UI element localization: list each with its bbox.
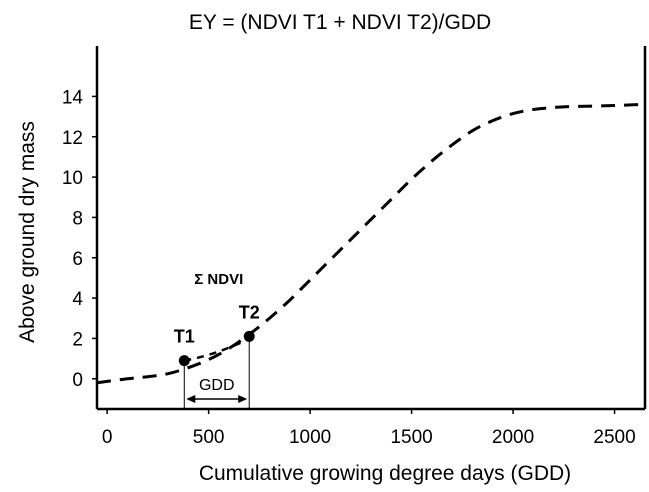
x-tick-label: 2000 — [492, 427, 534, 448]
growth-curve-series — [96, 102, 641, 385]
x-tick-label: 0 — [102, 427, 113, 448]
plot-area — [95, 46, 647, 411]
x-tick-label: 1000 — [289, 427, 331, 448]
x-tick-labels: 0 500 1000 1500 2000 2500 — [102, 409, 636, 448]
y-tick-label: 14 — [62, 87, 84, 108]
y-tick-label: 4 — [72, 289, 83, 310]
point-label-t2: T2 — [239, 302, 260, 322]
x-tick-label: 500 — [193, 427, 225, 448]
y-axis-title: Above ground dry mass — [16, 121, 39, 343]
y-tick-label: 0 — [72, 370, 83, 391]
gdd-span-label: GDD — [199, 377, 235, 394]
point-label-t1: T1 — [174, 327, 195, 347]
x-axis-title: Cumulative growing degree days (GDD) — [199, 462, 571, 485]
y-tick-label: 6 — [72, 249, 83, 270]
point-t1 — [178, 355, 190, 367]
y-tick-labels: 0 2 4 6 8 10 12 14 — [62, 87, 97, 391]
chart-title: EY = (NDVI T1 + NDVI T2)/GDD — [189, 11, 491, 34]
sum-ndvi-label: Σ NDVI — [194, 271, 243, 288]
y-tick-label: 12 — [62, 128, 83, 149]
x-tick-label: 1500 — [390, 427, 432, 448]
y-tick-label: 2 — [72, 329, 83, 350]
y-tick-label: 10 — [62, 168, 83, 189]
annotation-layer: GDD Σ NDVI — [183, 271, 250, 409]
series-layer — [96, 102, 641, 385]
gdd-arrow-right-head — [238, 395, 248, 403]
gdd-arrow-left-head — [186, 395, 196, 403]
y-tick-label: 8 — [72, 208, 83, 229]
point-t2 — [243, 330, 255, 342]
points-layer: T1 T2 — [174, 302, 260, 367]
x-tick-label: 2500 — [593, 427, 635, 448]
